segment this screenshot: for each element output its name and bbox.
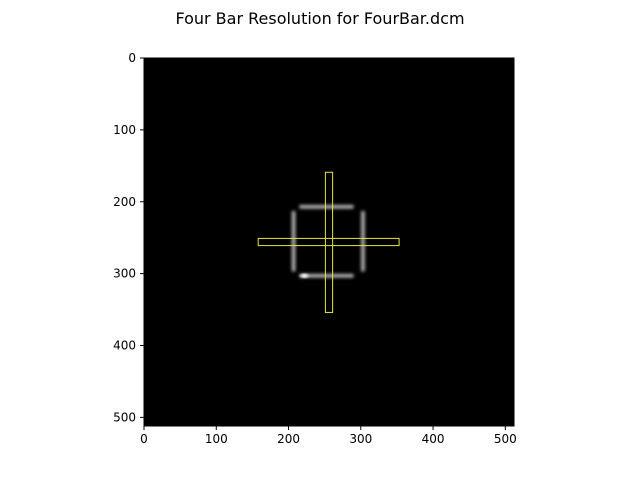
bar-horizontal-1	[299, 273, 354, 278]
x-tick-label: 100	[205, 432, 228, 446]
hotspot-layer	[298, 272, 311, 280]
x-tick-label: 0	[140, 432, 148, 446]
bars-layer	[291, 204, 365, 278]
y-tick-label: 500	[113, 410, 136, 424]
bar-vertical-2	[291, 211, 296, 272]
y-tick-label: 200	[113, 195, 136, 209]
x-tick-label: 400	[422, 432, 445, 446]
y-tick-label: 0	[128, 51, 136, 65]
intensity-peak	[298, 272, 311, 280]
y-tick-label: 300	[113, 267, 136, 281]
image-background	[144, 58, 514, 426]
plot-area	[143, 57, 515, 427]
y-axis: 0 100 200 300 400 500	[113, 51, 144, 424]
roi-layer	[257, 171, 400, 313]
bar-horizontal-0	[299, 204, 354, 209]
x-tick-label: 300	[349, 432, 372, 446]
y-tick-label: 100	[113, 123, 136, 137]
chart-title: Four Bar Resolution for FourBar.dcm	[175, 9, 464, 28]
x-axis: 0 100 200 300 400 500	[140, 426, 517, 446]
y-tick-label: 400	[113, 339, 136, 353]
bar-vertical-3	[361, 211, 365, 272]
roi-rect-0	[324, 171, 334, 313]
x-tick-label: 500	[494, 432, 517, 446]
axes-frame	[143, 57, 515, 427]
roi-rect-1	[257, 237, 400, 247]
x-tick-label: 200	[277, 432, 300, 446]
